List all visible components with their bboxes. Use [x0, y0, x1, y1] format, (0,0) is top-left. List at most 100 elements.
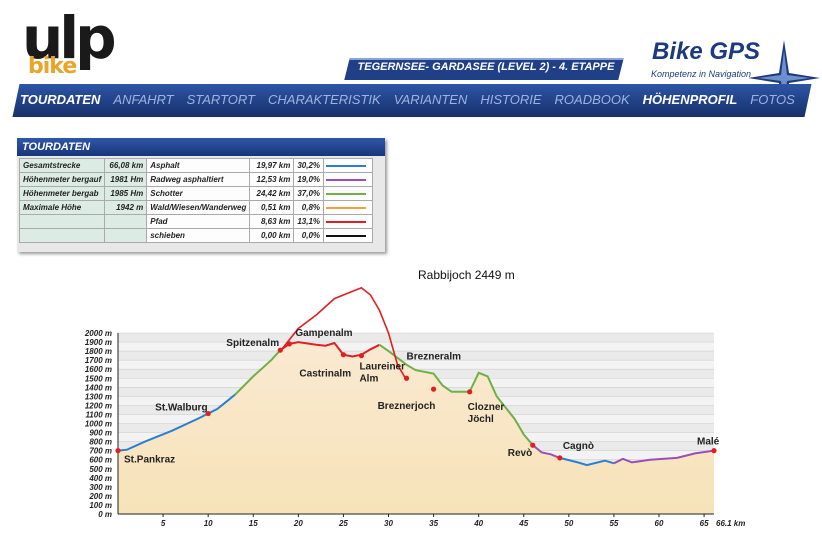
compass-star-icon — [748, 40, 820, 116]
stat-value — [104, 228, 148, 243]
stat-value: 1942 m — [104, 200, 148, 215]
grid-band — [118, 333, 714, 343]
y-tick-label: 1400 m — [85, 383, 112, 392]
surface-label: Pfad — [146, 214, 251, 229]
place-label: Castrinalm — [299, 369, 351, 380]
place-label: Gampenalm — [295, 328, 352, 339]
x-tick-label: 25 — [338, 519, 348, 528]
surface-label: Radweg asphaltiert — [146, 172, 251, 187]
y-tick-label: 1800 m — [85, 347, 112, 356]
surface-km: 12,53 km — [249, 172, 295, 187]
surface-legend — [323, 200, 374, 215]
place-marker — [530, 442, 536, 448]
y-tick-label: 1200 m — [85, 401, 112, 410]
x-tick-label: 60 — [655, 519, 664, 528]
nav-item-tourdaten[interactable]: TOURDATEN — [20, 92, 101, 107]
surface-swatch — [326, 234, 367, 237]
y-tick-label: 1900 m — [85, 338, 112, 347]
place-marker — [358, 353, 365, 359]
surface-swatch — [326, 192, 367, 195]
y-tick-label: 900 m — [89, 429, 112, 438]
x-tick-label: 65 — [700, 519, 709, 528]
surface-pct: 30,2% — [293, 158, 325, 173]
tourdaten-row: Pfad 8,63 km 13,1% — [18, 214, 374, 229]
stat-value: 66,08 km — [104, 158, 148, 173]
y-tick-label: 200 m — [88, 492, 112, 501]
y-tick-label: 1500 m — [85, 374, 112, 383]
logo-ulp-text: ulp — [22, 4, 117, 72]
y-tick-label: 1300 m — [85, 392, 112, 401]
place-label: Spitzenalm — [226, 338, 279, 349]
surface-label: schieben — [146, 228, 251, 243]
nav-item-historie[interactable]: HISTORIE — [480, 92, 542, 107]
surface-pct: 19,0% — [293, 172, 325, 187]
tourdaten-row: Höhenmeter bergauf 1981 Hm Radweg asphalti… — [18, 172, 374, 187]
nav-item-fotos[interactable]: FOTOS — [750, 92, 795, 107]
place-label: St.Pankraz — [124, 455, 175, 466]
tourdaten-panel: TOURDATEN Gesamtstrecke 66,08 km Asphalt 19… — [17, 138, 385, 252]
surface-legend — [323, 186, 374, 201]
profile-segment-5 — [559, 456, 615, 467]
x-tick-label: 15 — [249, 519, 258, 528]
nav-item-roadbook[interactable]: ROADBOOK — [554, 92, 630, 107]
place-label: Brezneralm — [407, 351, 462, 362]
x-tick-label: 10 — [204, 519, 213, 528]
place-label: Clozner — [468, 402, 505, 413]
surface-pct: 37,0% — [293, 186, 325, 201]
place-marker — [557, 455, 563, 461]
x-unit-label: 66.1 km — [716, 519, 745, 528]
nav-item-anfahrt[interactable]: ANFAHRT — [113, 92, 174, 107]
y-tick-label: 700 m — [89, 447, 112, 456]
x-tick-label: 35 — [429, 519, 438, 528]
profile-segment-1 — [234, 349, 282, 396]
main-nav: TOURDATEN ANFAHRT STARTORT CHARAKTERISTIK VA… — [20, 92, 795, 112]
y-tick-label: 400 m — [88, 474, 112, 483]
y-tick-label: 300 m — [89, 483, 112, 492]
surface-pct: 13,1% — [293, 214, 325, 229]
surface-legend — [323, 228, 374, 243]
surface-pct: 0,0% — [293, 228, 325, 243]
y-tick-label: 1700 m — [85, 356, 112, 365]
x-tick-label: 50 — [564, 519, 573, 528]
nav-item-charakteristik[interactable]: CHARAKTERISTIK — [268, 92, 381, 107]
place-label: St.Walburg — [155, 403, 207, 414]
stat-label — [18, 228, 106, 243]
place-label: Cagnò — [563, 441, 594, 452]
place-marker — [286, 341, 292, 347]
place-marker — [403, 375, 410, 381]
stat-label: Gesamtstrecke — [18, 158, 106, 173]
surface-pct: 0,8% — [293, 200, 325, 215]
y-tick-label: 800 m — [89, 438, 112, 447]
place-label: Breznerjoch — [378, 401, 436, 412]
nav-item-startort[interactable]: STARTORT — [186, 92, 255, 107]
place-marker — [430, 386, 437, 392]
y-tick-label: 1600 m — [85, 365, 112, 374]
profile-segment-6 — [613, 449, 715, 465]
grid-band — [118, 342, 714, 352]
ulp-bike-logo[interactable]: ulp bike — [22, 4, 122, 80]
x-tick-label: 5 — [161, 519, 166, 528]
place-label: Jöchl — [468, 414, 494, 425]
tourdaten-title: TOURDATEN — [17, 138, 385, 156]
profile-area — [118, 342, 714, 514]
place-label: Revò — [508, 448, 532, 459]
profile-segment-2 — [279, 341, 380, 358]
y-tick-label: 600 m — [89, 456, 112, 465]
x-tick-label: 45 — [518, 519, 528, 528]
y-tick-label: 500 m — [89, 465, 112, 474]
bikegps-logo-title[interactable]: Bike GPS — [652, 38, 761, 65]
place-marker — [467, 389, 473, 395]
y-tick-label: 100 m — [89, 501, 112, 510]
nav-item-varianten[interactable]: VARIANTEN — [393, 92, 468, 107]
x-tick-label: 40 — [473, 519, 483, 528]
surface-swatch — [326, 206, 367, 209]
nav-item-höhenprofil[interactable]: HÖHENPROFIL — [642, 92, 738, 107]
tourdaten-row: Maximale Höhe 1942 m Wald/Wiesen/Wanderweg… — [18, 200, 374, 215]
grid-band — [118, 360, 714, 370]
place-label: Alm — [359, 374, 378, 385]
tourdaten-row: schieben 0,00 km 0,0% — [18, 228, 374, 243]
peak-annotation: Rabbijoch 2449 m — [418, 268, 515, 282]
surface-km: 8,63 km — [249, 214, 295, 229]
surface-label: Asphalt — [146, 158, 251, 173]
tourdaten-table: Gesamtstrecke 66,08 km Asphalt 19,97 km 30,2… — [18, 158, 374, 243]
